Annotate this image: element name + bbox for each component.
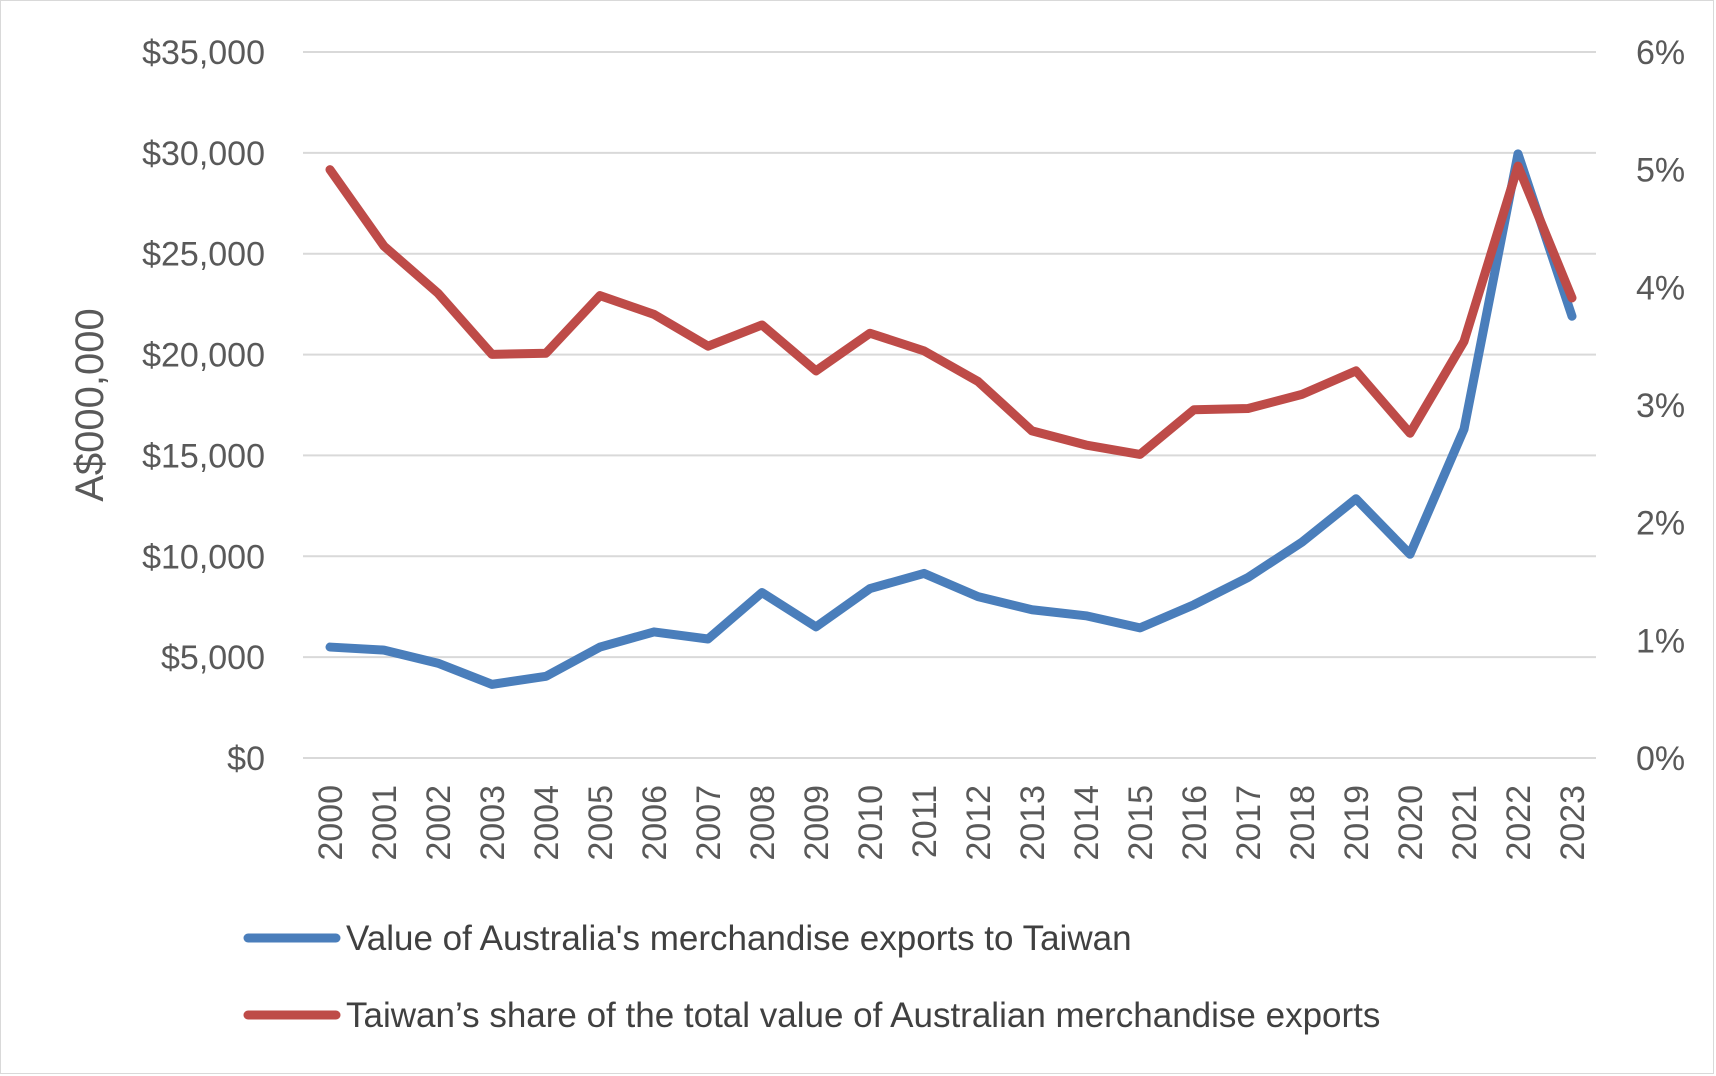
y-tick-label: $0 xyxy=(227,740,265,778)
x-tick-label: 2014 xyxy=(1068,785,1106,861)
series-line-share xyxy=(325,161,1577,459)
x-tick-label: 2016 xyxy=(1176,785,1214,861)
gridlines xyxy=(303,51,1596,759)
x-tick-label: 2019 xyxy=(1338,785,1376,861)
y2-tick-label: 0% xyxy=(1636,740,1685,778)
y-tick-label: $15,000 xyxy=(142,437,265,475)
x-tick-label: 2023 xyxy=(1554,785,1592,861)
legend: Value of Australia's merchandise exports… xyxy=(243,919,1380,1035)
x-tick-label: 2020 xyxy=(1392,785,1430,861)
x-axis-ticks: 2000 2001 2002 2003 2004 2005 2006 2007 2008 2009… xyxy=(312,785,1592,861)
x-tick-label: 2022 xyxy=(1500,785,1538,861)
legend-label-exports: Value of Australia's merchandise exports… xyxy=(346,919,1132,958)
y2-tick-label: 5% xyxy=(1636,152,1685,190)
y-tick-label: $35,000 xyxy=(142,34,265,72)
x-tick-label: 2006 xyxy=(636,785,674,861)
x-tick-label: 2008 xyxy=(744,785,782,861)
y2-tick-label: 1% xyxy=(1636,622,1685,660)
x-tick-label: 2013 xyxy=(1014,785,1052,861)
y2-tick-label: 2% xyxy=(1636,505,1685,543)
x-tick-label: 2000 xyxy=(312,785,350,861)
x-tick-label: 2002 xyxy=(420,785,458,861)
x-tick-label: 2001 xyxy=(366,785,404,861)
series-line-exports xyxy=(325,149,1577,689)
x-tick-label: 2009 xyxy=(798,785,836,861)
x-tick-label: 2021 xyxy=(1446,785,1484,861)
y2-tick-label: 6% xyxy=(1636,34,1685,72)
x-tick-label: 2004 xyxy=(528,785,566,861)
y-tick-label: $25,000 xyxy=(142,236,265,274)
x-tick-label: 2007 xyxy=(690,785,728,861)
y2-tick-label: 3% xyxy=(1636,387,1685,425)
y-tick-label: $20,000 xyxy=(142,337,265,375)
x-tick-label: 2012 xyxy=(960,785,998,861)
x-tick-label: 2011 xyxy=(906,785,944,858)
x-tick-label: 2003 xyxy=(474,785,512,861)
y2-tick-label: 4% xyxy=(1636,269,1685,307)
y-tick-label: $5,000 xyxy=(161,639,265,677)
x-tick-label: 2005 xyxy=(582,785,620,861)
y-axis-title: A$000,000 xyxy=(68,308,112,502)
x-tick-label: 2017 xyxy=(1230,785,1268,861)
x-tick-label: 2018 xyxy=(1284,785,1322,861)
y-tick-label: $10,000 xyxy=(142,538,265,576)
legend-label-share: Taiwan’s share of the total value of Aus… xyxy=(346,996,1380,1035)
y-axis-right-ticks: 0% 1% 2% 3% 4% 5% 6% xyxy=(1636,34,1685,778)
y-axis-left-ticks: $0 $5,000 $10,000 $15,000 $20,000 $25,000 $30,… xyxy=(142,34,265,778)
x-tick-label: 2010 xyxy=(852,785,890,861)
x-tick-label: 2015 xyxy=(1122,785,1160,861)
y-tick-label: $30,000 xyxy=(142,135,265,173)
series-lines xyxy=(325,149,1577,689)
